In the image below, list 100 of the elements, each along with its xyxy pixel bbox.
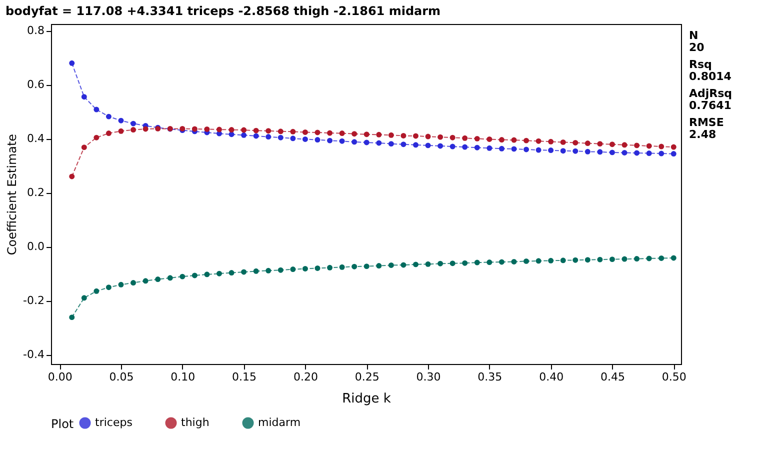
text: RMSE: [689, 116, 724, 129]
point: [106, 284, 112, 290]
point: [511, 146, 517, 152]
point: [646, 256, 652, 262]
point: [474, 136, 480, 142]
point: [290, 266, 296, 272]
point: [167, 275, 173, 281]
point: [302, 266, 308, 272]
point: [364, 140, 370, 146]
point: [425, 142, 431, 148]
point: [216, 270, 222, 276]
point: [413, 142, 418, 148]
point: [486, 260, 492, 266]
y-tick-label: 0.4: [27, 132, 44, 146]
point: [94, 134, 100, 140]
point: [81, 295, 87, 301]
x-tick-label: 0.45: [600, 370, 625, 384]
point: [327, 130, 333, 136]
point: [118, 118, 124, 124]
point: [376, 140, 382, 146]
y-tick-label: -0.4: [23, 348, 44, 362]
point: [670, 151, 676, 157]
point: [584, 140, 590, 146]
point: [266, 268, 272, 274]
point: [278, 134, 284, 140]
point: [352, 131, 358, 137]
point: [597, 141, 603, 147]
point: [241, 127, 247, 133]
point: [253, 268, 259, 274]
point: [462, 260, 468, 266]
point: [536, 147, 542, 153]
point: [118, 128, 124, 134]
point: [216, 126, 222, 132]
x-tick-label: 0.40: [539, 370, 564, 384]
point: [584, 148, 590, 154]
legend-label: midarm: [258, 416, 301, 429]
point: [69, 314, 75, 320]
point: [302, 136, 308, 142]
point: [622, 256, 628, 262]
point: [548, 258, 554, 264]
point: [352, 139, 358, 145]
point: [69, 174, 75, 180]
point: [339, 264, 345, 270]
point: [450, 144, 456, 150]
point: [278, 267, 284, 273]
point: [204, 126, 210, 132]
point: [498, 137, 504, 142]
point: [425, 134, 431, 140]
x-tick-label: 0.25: [354, 370, 380, 384]
point: [228, 127, 234, 133]
point: [438, 143, 444, 149]
point: [400, 132, 406, 138]
point: [609, 150, 615, 156]
point: [511, 137, 517, 143]
chart-title: bodyfat = 117.08 +4.3341 triceps -2.8568 thigh -2.1861 midarm: [6, 4, 441, 18]
x-axis-title: Ridge k: [342, 392, 392, 406]
point: [388, 262, 394, 268]
point: [94, 288, 100, 294]
point: [314, 265, 320, 271]
point: [622, 150, 628, 156]
point: [670, 255, 676, 261]
point: [658, 144, 664, 150]
point: [609, 142, 615, 148]
point: [524, 258, 529, 264]
point: [352, 264, 358, 270]
point: [155, 276, 161, 282]
x-tick-label: 0.30: [416, 370, 441, 384]
point: [314, 137, 320, 142]
point: [130, 127, 136, 133]
point: [364, 264, 370, 270]
point: [634, 142, 640, 148]
point: [376, 132, 382, 138]
point: [622, 142, 628, 148]
point: [438, 134, 444, 140]
point: [474, 260, 480, 266]
point: [81, 144, 87, 150]
point: [438, 260, 444, 266]
point: [142, 126, 148, 132]
x-tick-label: 0.20: [293, 370, 318, 384]
point: [69, 60, 75, 66]
point: [339, 130, 345, 136]
point: [560, 258, 566, 264]
point: [364, 132, 370, 138]
point: [253, 128, 259, 134]
point: [560, 148, 566, 154]
x-tick-label: 0.50: [662, 370, 686, 384]
point: [634, 150, 640, 156]
point: [241, 132, 247, 138]
point: [597, 149, 603, 155]
legend-title: Plot: [51, 417, 74, 431]
point: [81, 94, 87, 100]
point: [572, 140, 578, 146]
point: [536, 258, 542, 264]
point: [511, 258, 517, 264]
point: [118, 282, 124, 288]
point: [560, 139, 566, 145]
point: [339, 138, 345, 144]
point: [376, 263, 382, 269]
point: [302, 129, 308, 135]
text: 2.48: [689, 128, 716, 141]
